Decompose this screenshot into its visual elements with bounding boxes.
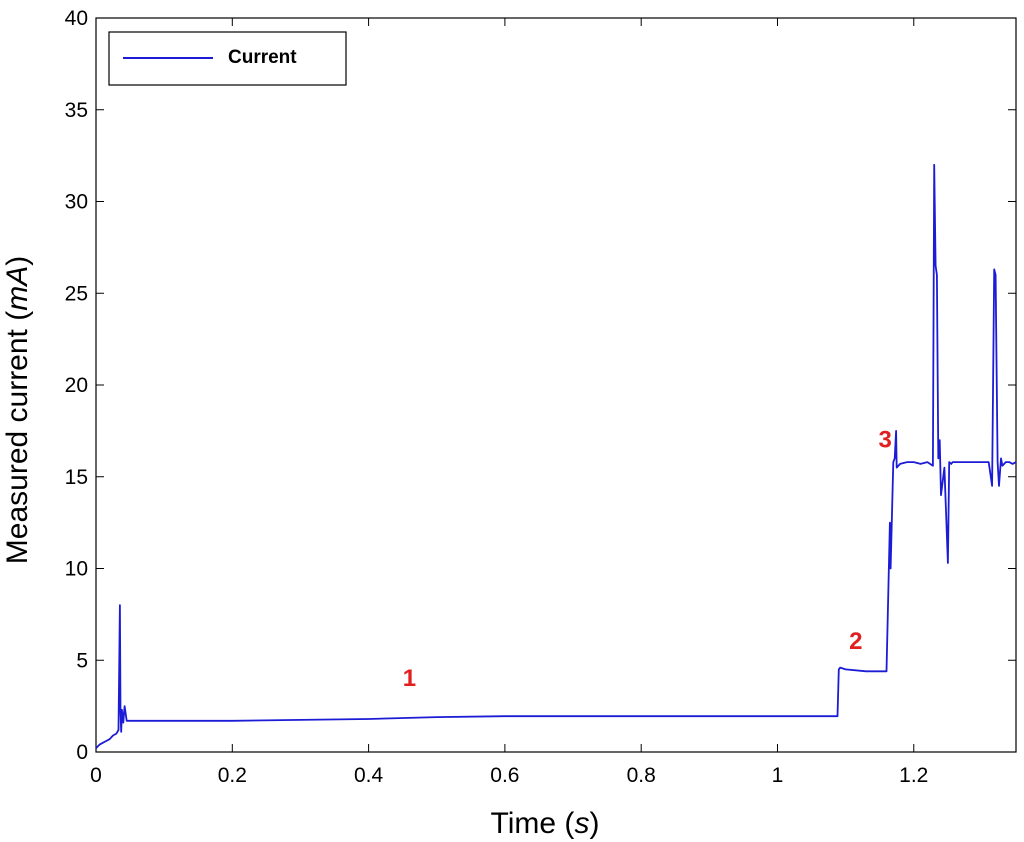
y-tick-label: 30 [65, 191, 88, 214]
y-tick-label: 20 [65, 374, 88, 397]
annotation-label-3: 3 [878, 426, 891, 453]
x-tick-label: 1 [772, 764, 784, 787]
y-tick-label: 15 [65, 466, 88, 489]
x-axis: 0 0.2 0.4 0.6 0.8 1 1.2 [90, 18, 928, 787]
annotation-layer: 1 2 3 [403, 426, 892, 692]
x-tick-label: 0.8 [627, 764, 656, 787]
x-tick-label: 0.6 [490, 764, 519, 787]
annotation-label-2: 2 [849, 628, 862, 655]
x-tick-label: 0.4 [354, 764, 384, 787]
plot-area-frame [95, 17, 1017, 753]
legend: Current [108, 31, 347, 86]
x-tick-label: 1.2 [899, 764, 928, 787]
series-layer [95, 163, 1017, 749]
y-axis-label: Measured current (mA) [1, 256, 34, 564]
y-tick-label: 0 [76, 741, 88, 764]
x-axis-label: Time (s) [491, 807, 600, 840]
y-tick-label: 35 [65, 99, 88, 122]
y-tick-label: 40 [65, 7, 88, 30]
y-tick-label: 10 [65, 558, 88, 581]
x-tick-label: 0.2 [218, 764, 247, 787]
x-tick-label: 0 [90, 764, 102, 787]
y-tick-label: 5 [76, 649, 88, 672]
y-axis: 0 5 10 15 20 25 30 35 40 [65, 7, 1016, 764]
series-line-current [95, 163, 1017, 749]
legend-label-current: Current [228, 47, 297, 68]
annotation-label-1: 1 [403, 665, 416, 692]
y-tick-label: 25 [65, 282, 88, 305]
